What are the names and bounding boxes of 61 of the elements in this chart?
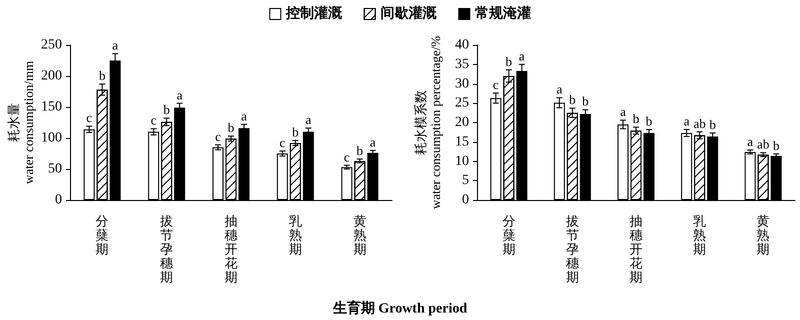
- data-label: c: [150, 112, 157, 128]
- y-tick-label: 25: [455, 96, 469, 111]
- x-axis-title: 生育期 Growth period: [332, 300, 468, 316]
- x-tick-label: 分蘖期: [96, 214, 109, 256]
- data-label: c: [280, 135, 286, 150]
- legend-label: 间歇灌溉: [380, 6, 438, 22]
- data-label: b: [646, 113, 652, 128]
- y-tick-label: 100: [41, 130, 62, 146]
- x-tick-label: 黄熟期: [353, 214, 366, 256]
- data-label: a: [176, 87, 183, 102]
- y-tick-label: 200: [41, 68, 62, 84]
- data-label: ab: [693, 116, 706, 131]
- data-label: c: [344, 149, 350, 164]
- data-label: a: [112, 38, 118, 53]
- legend-label: 常规淹灌: [474, 6, 531, 22]
- x-tick-label: 抽穗开花期: [224, 214, 238, 284]
- data-label: a: [518, 48, 525, 64]
- data-label: b: [292, 124, 299, 140]
- y-axis-title: 耗水模系数 water consumption percentage/%: [413, 36, 443, 210]
- y-tick-label: 20: [455, 115, 469, 130]
- data-label: a: [241, 108, 248, 124]
- data-label: b: [506, 54, 512, 69]
- data-label: a: [747, 134, 754, 150]
- data-label: b: [582, 94, 589, 109]
- data-label: b: [709, 116, 716, 132]
- data-label: a: [556, 82, 563, 97]
- legend-label: 控制灌溉: [284, 6, 343, 22]
- data-label: b: [772, 138, 780, 153]
- x-tick-label: 拔节孕穗期: [160, 214, 174, 284]
- y-tick-label: 10: [455, 154, 469, 169]
- data-label: c: [215, 128, 222, 144]
- data-label: a: [684, 113, 690, 128]
- data-label: a: [620, 104, 626, 120]
- x-tick-label: 乳熟期: [288, 214, 302, 256]
- y-tick-label: 0: [55, 192, 62, 208]
- y-tick-label: 250: [41, 38, 62, 52]
- data-label: b: [98, 68, 106, 84]
- data-label: a: [370, 134, 376, 150]
- y-tick-label: 50: [48, 162, 62, 176]
- x-tick-label: 分蘖期: [502, 214, 516, 256]
- x-tick-label: 抽穗开花期: [630, 214, 642, 284]
- x-tick-label: 黄熟期: [756, 214, 770, 256]
- data-label: a: [306, 112, 312, 128]
- y-tick-label: 0: [462, 192, 469, 208]
- x-tick-label: 乳熟期: [693, 214, 706, 256]
- y-tick-label: 5: [462, 173, 469, 188]
- data-label: b: [569, 92, 576, 108]
- data-label: b: [163, 102, 170, 118]
- data-label: c: [492, 77, 499, 92]
- y-axis-title: 耗水量 water consumption/mm: [6, 60, 36, 184]
- data-label: b: [632, 111, 640, 126]
- data-label: c: [86, 110, 92, 126]
- y-tick-label: 30: [455, 76, 469, 92]
- data-label: ab: [757, 136, 770, 152]
- y-tick-label: 150: [41, 100, 62, 114]
- y-tick-label: 35: [455, 56, 469, 72]
- x-tick-label: 拔节孕穗期: [566, 214, 579, 284]
- data-label: b: [228, 120, 234, 136]
- data-label: b: [356, 143, 364, 158]
- y-tick-label: 15: [455, 134, 469, 150]
- y-tick-label: 40: [455, 38, 469, 52]
